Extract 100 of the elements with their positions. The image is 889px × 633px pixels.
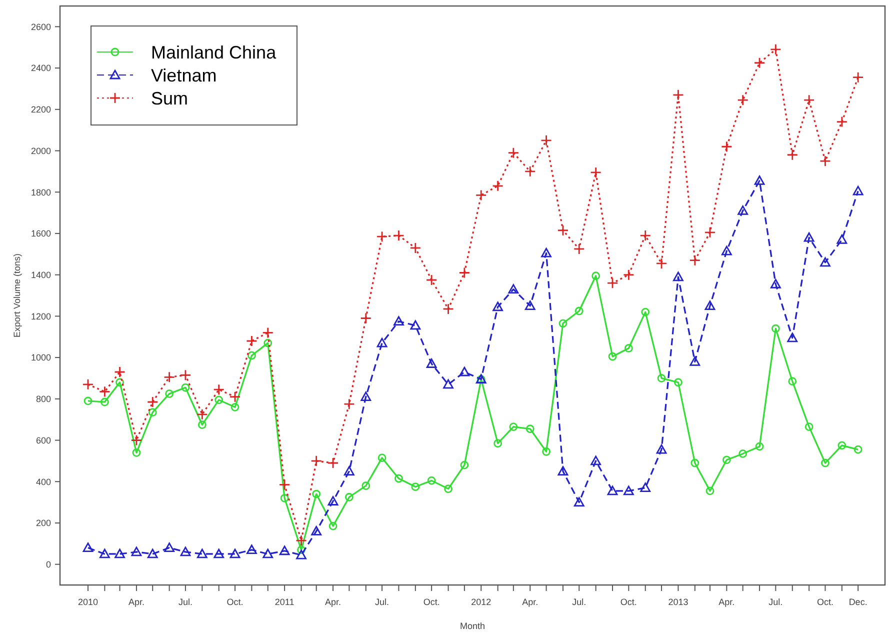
point bbox=[458, 267, 470, 278]
x-tick-label: Oct. bbox=[226, 597, 244, 607]
y-tick-label: 0 bbox=[46, 559, 51, 570]
point bbox=[264, 338, 272, 348]
point bbox=[770, 44, 782, 56]
point bbox=[722, 456, 731, 464]
y-tick-label: 2600 bbox=[30, 22, 51, 32]
y-tick-label: 2000 bbox=[30, 146, 51, 156]
point bbox=[755, 442, 764, 451]
point bbox=[720, 140, 732, 152]
x-tick-label: 2012 bbox=[471, 597, 492, 607]
point bbox=[132, 448, 141, 457]
point bbox=[180, 369, 192, 381]
point bbox=[573, 243, 585, 255]
point bbox=[508, 284, 519, 294]
point bbox=[82, 378, 94, 390]
point bbox=[327, 457, 339, 469]
point bbox=[328, 522, 338, 530]
x-tick-label: Apr. bbox=[718, 597, 735, 607]
point bbox=[738, 449, 748, 458]
point bbox=[574, 306, 584, 316]
point bbox=[854, 445, 862, 454]
point bbox=[704, 226, 716, 238]
point bbox=[640, 482, 651, 492]
point bbox=[280, 494, 289, 502]
point bbox=[606, 277, 618, 289]
point bbox=[623, 486, 634, 496]
point bbox=[541, 248, 552, 258]
point bbox=[690, 356, 700, 366]
point bbox=[328, 496, 338, 506]
x-tick-label: Apr. bbox=[325, 597, 342, 607]
point bbox=[214, 548, 224, 558]
point bbox=[622, 269, 634, 281]
point bbox=[296, 534, 307, 546]
point bbox=[246, 335, 258, 347]
point bbox=[492, 180, 504, 192]
point bbox=[704, 300, 716, 310]
point bbox=[180, 546, 191, 556]
point bbox=[360, 312, 372, 324]
point bbox=[165, 390, 174, 398]
point bbox=[656, 444, 667, 454]
x-tick-label: 2013 bbox=[668, 597, 688, 607]
point bbox=[492, 302, 504, 312]
point bbox=[360, 392, 372, 402]
point bbox=[771, 324, 780, 333]
x-tick-label: Dec. bbox=[848, 597, 868, 607]
y-tick-label: 1400 bbox=[30, 270, 51, 280]
point bbox=[690, 458, 700, 468]
x-tick-label: Jul. bbox=[572, 597, 586, 607]
point bbox=[376, 338, 388, 348]
point bbox=[311, 526, 322, 536]
point bbox=[508, 147, 520, 159]
point bbox=[557, 224, 569, 236]
point bbox=[786, 149, 798, 161]
point bbox=[852, 72, 864, 84]
legend-label: Vietnam bbox=[151, 65, 217, 86]
point bbox=[246, 544, 257, 554]
point bbox=[198, 420, 206, 429]
point bbox=[821, 458, 830, 468]
point bbox=[540, 134, 552, 146]
x-tick-label: Jul. bbox=[375, 597, 390, 607]
x-tick-label: 2010 bbox=[78, 597, 98, 607]
point bbox=[542, 447, 550, 456]
point bbox=[524, 166, 536, 178]
point bbox=[820, 257, 830, 267]
x-tick-label: Jul. bbox=[768, 597, 783, 607]
point bbox=[737, 94, 749, 106]
legend-label: Sum bbox=[151, 88, 188, 108]
point bbox=[410, 320, 421, 330]
point bbox=[558, 319, 568, 328]
point bbox=[721, 246, 732, 256]
point bbox=[754, 176, 765, 185]
point bbox=[114, 366, 126, 378]
point bbox=[641, 308, 650, 316]
point bbox=[84, 396, 92, 406]
y-tick-label: 1600 bbox=[30, 228, 51, 239]
point bbox=[443, 379, 454, 389]
point bbox=[262, 548, 274, 558]
point bbox=[214, 396, 224, 404]
point bbox=[344, 466, 354, 476]
point bbox=[343, 398, 355, 410]
point bbox=[838, 441, 846, 450]
point bbox=[770, 278, 781, 288]
point bbox=[689, 254, 701, 266]
point bbox=[426, 274, 438, 286]
point bbox=[442, 303, 454, 315]
point bbox=[100, 398, 109, 406]
x-tick-label: 2011 bbox=[274, 597, 294, 607]
point bbox=[116, 378, 124, 387]
point bbox=[494, 439, 502, 448]
point bbox=[590, 166, 602, 178]
point bbox=[213, 384, 225, 396]
point bbox=[804, 232, 814, 242]
point bbox=[296, 550, 306, 560]
point bbox=[803, 94, 815, 106]
x-tick-label: Oct. bbox=[423, 597, 440, 607]
point bbox=[262, 327, 274, 338]
point bbox=[394, 316, 404, 326]
point bbox=[558, 466, 568, 476]
y-axis-title: Export Volume (tons) bbox=[12, 253, 22, 338]
